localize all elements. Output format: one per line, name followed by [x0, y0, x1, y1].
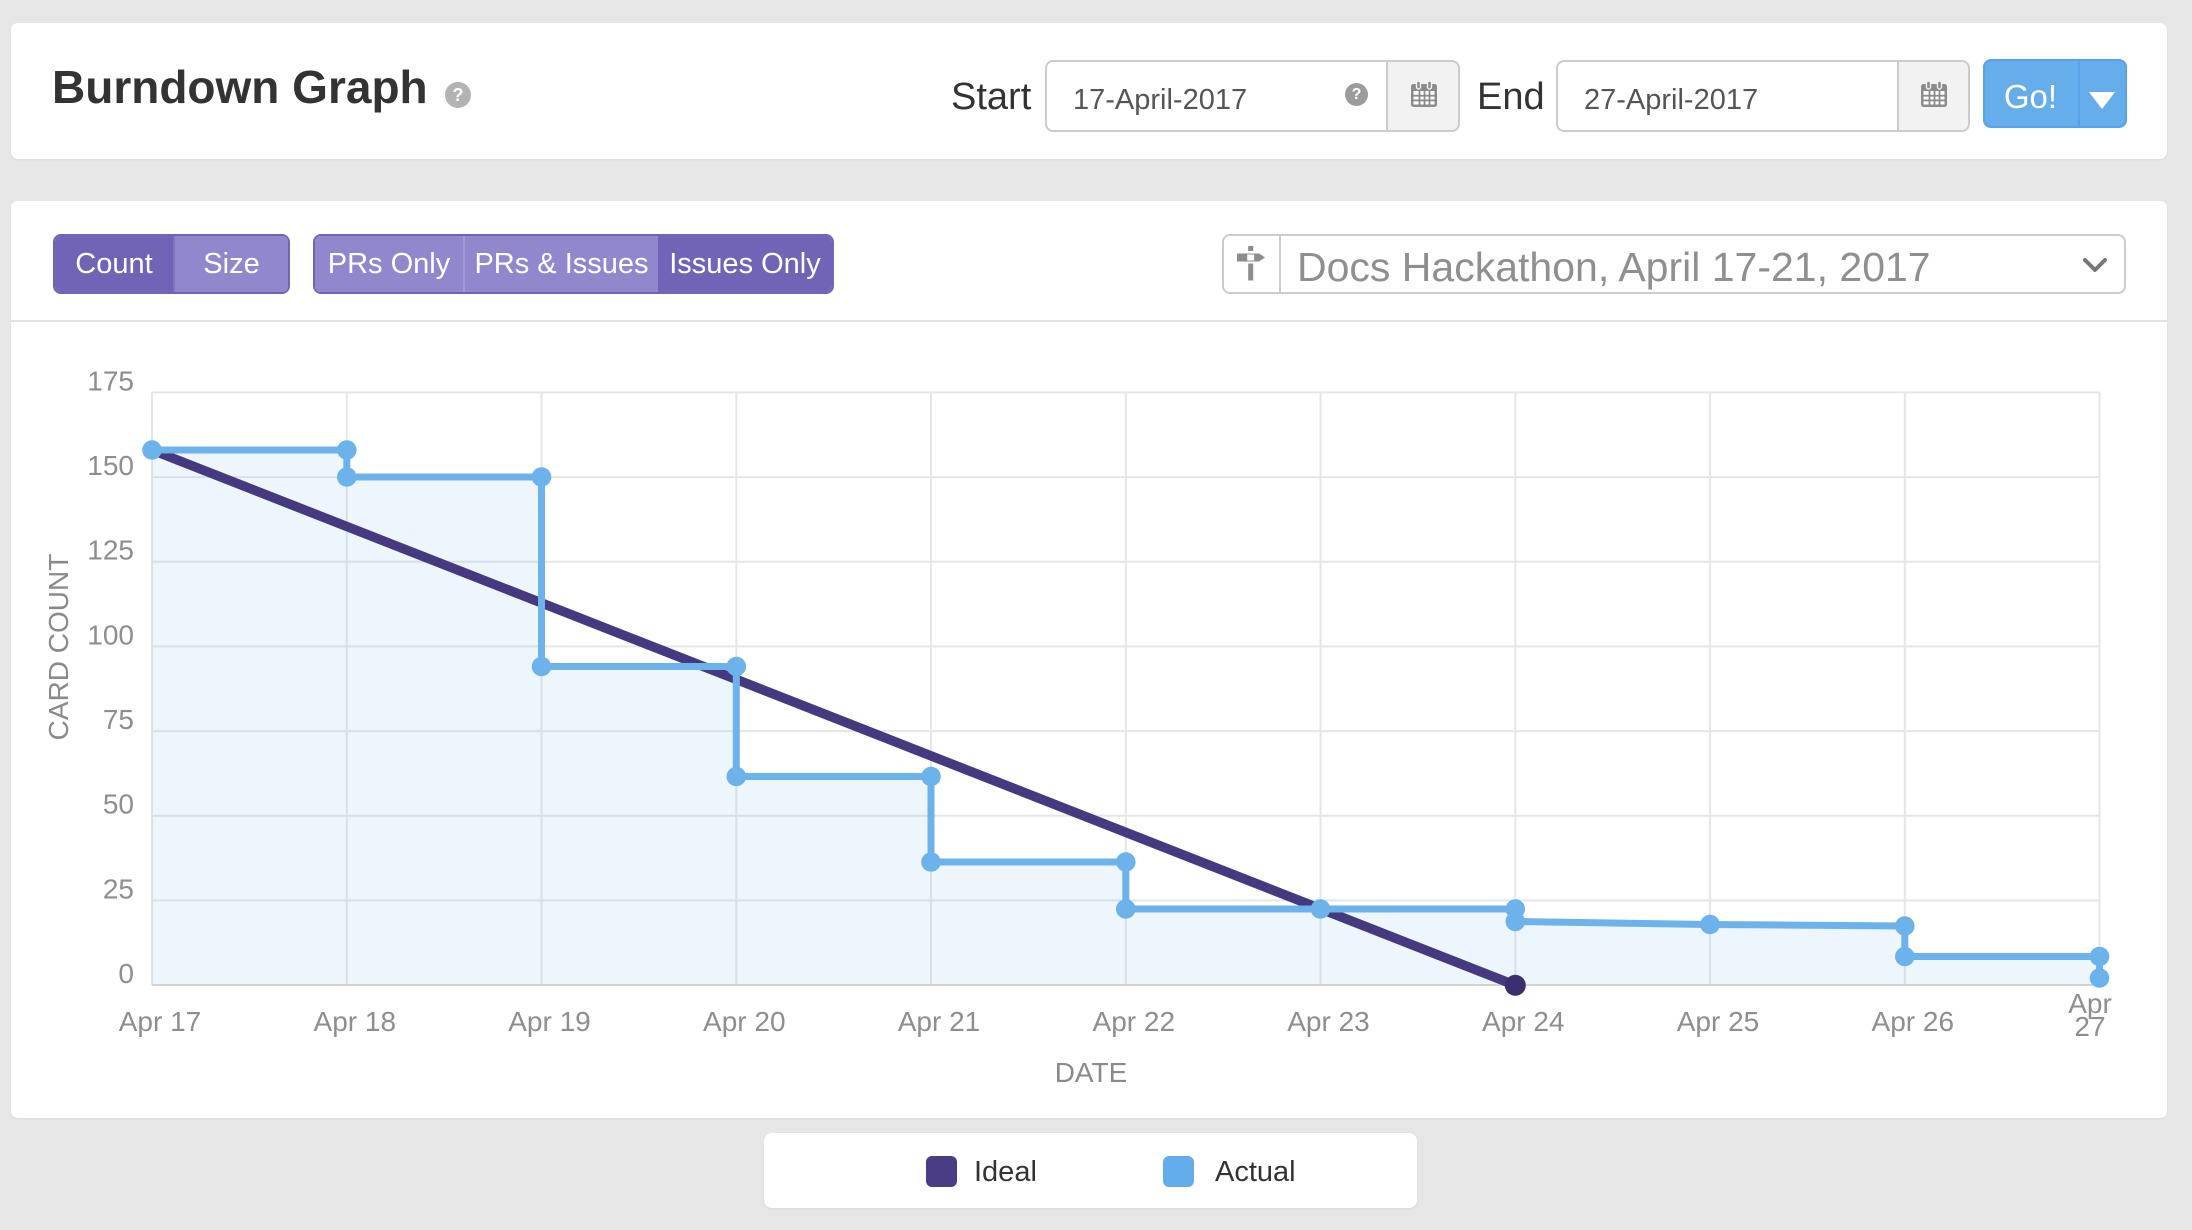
- svg-text:Apr 17: Apr 17: [119, 1006, 202, 1037]
- svg-text:Apr 21: Apr 21: [898, 1006, 981, 1037]
- svg-text:Apr 26: Apr 26: [1872, 1006, 1955, 1037]
- svg-text:DATE: DATE: [1055, 1057, 1128, 1088]
- svg-text:Apr 19: Apr 19: [508, 1006, 591, 1037]
- svg-text:0: 0: [118, 958, 134, 989]
- svg-text:27: 27: [2074, 1011, 2105, 1042]
- svg-text:175: 175: [87, 365, 134, 396]
- svg-text:50: 50: [103, 789, 134, 820]
- svg-text:Apr 20: Apr 20: [703, 1006, 786, 1037]
- svg-text:Apr 18: Apr 18: [314, 1006, 397, 1037]
- svg-text:Apr 23: Apr 23: [1287, 1006, 1370, 1037]
- svg-text:Apr: Apr: [2068, 988, 2112, 1019]
- svg-text:100: 100: [87, 619, 134, 650]
- svg-text:CARD COUNT: CARD COUNT: [43, 554, 74, 741]
- svg-text:Apr 24: Apr 24: [1482, 1006, 1565, 1037]
- svg-text:Apr 25: Apr 25: [1677, 1006, 1760, 1037]
- svg-text:150: 150: [87, 450, 134, 481]
- svg-text:125: 125: [87, 535, 134, 566]
- svg-text:25: 25: [103, 873, 134, 904]
- svg-text:75: 75: [103, 704, 134, 735]
- svg-text:Apr 22: Apr 22: [1093, 1006, 1176, 1037]
